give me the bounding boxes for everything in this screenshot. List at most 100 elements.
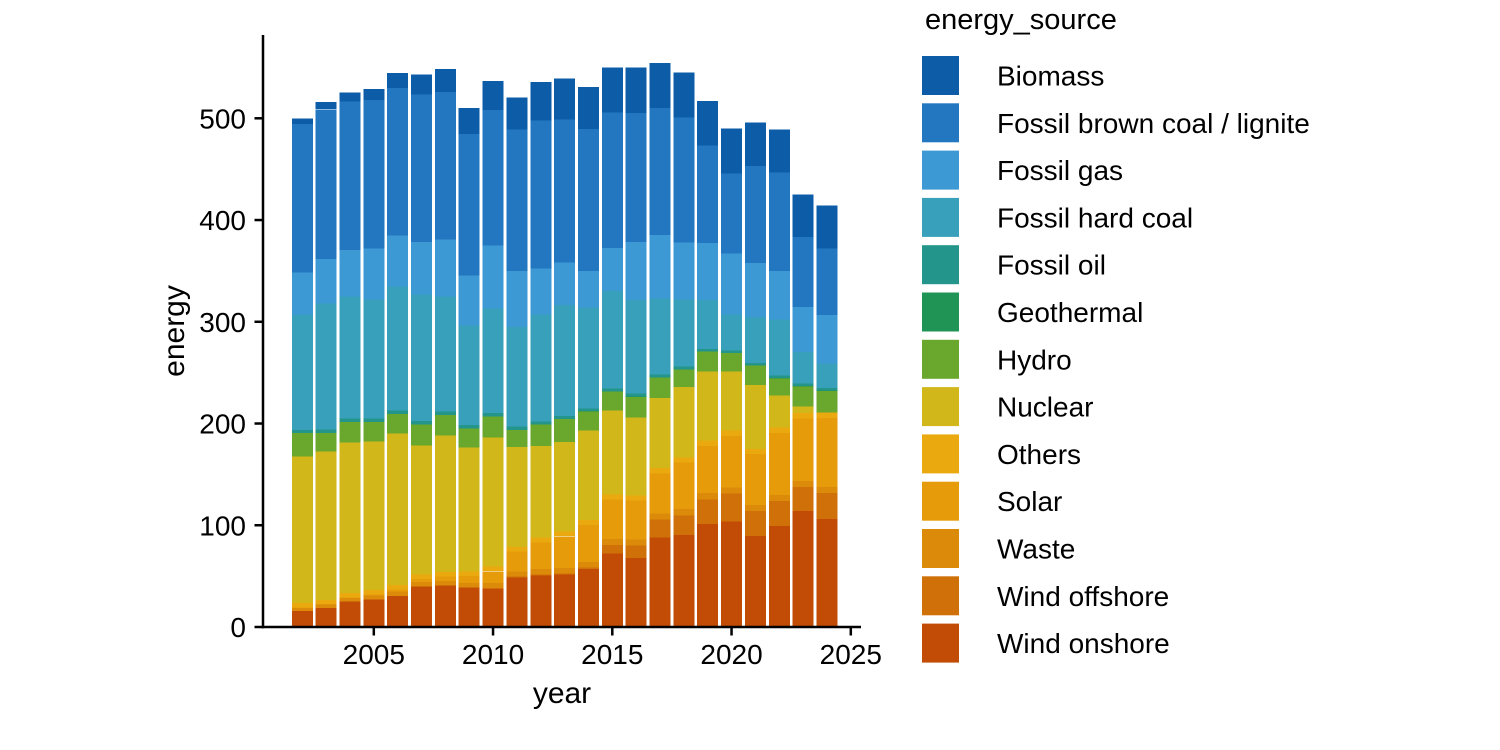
bar-segment xyxy=(744,362,766,366)
legend-swatch xyxy=(922,56,959,95)
bar-segment xyxy=(816,390,838,413)
legend-swatch xyxy=(922,623,959,663)
bar-segment xyxy=(506,576,528,578)
bar-year-2014 xyxy=(577,86,599,627)
legend-item: Nuclear xyxy=(922,387,1093,427)
bar-segment xyxy=(577,129,599,272)
bar-segment xyxy=(768,271,790,320)
bar-segment xyxy=(291,429,313,433)
bar-segment xyxy=(315,599,337,605)
bar-year-2015 xyxy=(601,67,623,627)
bar-year-2013 xyxy=(554,78,576,627)
bar-segment xyxy=(291,607,313,611)
legend-swatch xyxy=(922,197,959,237)
bar-segment xyxy=(577,520,599,526)
bar-segment xyxy=(673,242,695,300)
bar-segment xyxy=(697,299,719,349)
legend-label: Geothermal xyxy=(997,297,1143,328)
bar-segment xyxy=(721,314,743,351)
bar-segment xyxy=(482,583,504,589)
bar-segment xyxy=(649,374,671,378)
y-tick-label: 400 xyxy=(199,205,246,236)
legend-item: Biomass xyxy=(922,56,1104,95)
bar-segment xyxy=(673,72,695,118)
bar-segment xyxy=(697,351,719,372)
bar-segment xyxy=(506,551,528,572)
bar-segment xyxy=(291,603,313,608)
bar-segment xyxy=(482,571,504,584)
bar-segment xyxy=(530,574,552,576)
bar-segment xyxy=(625,500,647,540)
legend-item: Fossil hard coal xyxy=(922,197,1193,237)
bar-segment xyxy=(649,298,671,375)
bar-year-2012 xyxy=(530,81,552,627)
bar-segment xyxy=(697,524,719,627)
bar-segment xyxy=(363,421,385,442)
bar-segment xyxy=(625,67,647,113)
bar-segment xyxy=(721,371,743,431)
bar-year-2016 xyxy=(625,67,647,627)
bar-segment xyxy=(816,363,838,389)
bar-segment xyxy=(625,242,647,301)
bar-segment xyxy=(649,519,671,538)
bar-segment xyxy=(601,539,623,545)
bar-segment xyxy=(744,504,766,512)
bar-segment xyxy=(411,294,432,421)
bar-segment xyxy=(530,314,552,422)
bar-segment xyxy=(625,539,647,546)
bar-segment xyxy=(554,531,576,537)
bar-segment xyxy=(601,494,623,500)
bar-segment xyxy=(577,430,599,521)
bar-segment xyxy=(387,433,409,585)
bar-segment xyxy=(625,417,647,496)
bar-segment xyxy=(768,172,790,272)
bar-segment xyxy=(577,567,599,569)
bar-segment xyxy=(482,416,504,438)
bar-segment xyxy=(673,366,695,370)
bar-segment xyxy=(506,326,528,427)
bar-segment xyxy=(768,432,790,495)
bar-segment xyxy=(530,81,552,121)
bar-segment xyxy=(554,418,576,442)
bar-segment xyxy=(458,428,480,448)
bar-segment xyxy=(625,495,647,501)
bar-segment xyxy=(339,101,361,250)
bar-segment xyxy=(315,604,337,608)
x-tick-label: 2025 xyxy=(820,639,882,670)
legend-swatch xyxy=(922,434,959,474)
bar-segment xyxy=(458,275,480,326)
bar-segment xyxy=(315,258,337,304)
bar-segment xyxy=(554,567,576,574)
bar-segment xyxy=(458,447,480,572)
bar-segment xyxy=(339,593,361,598)
bar-segment xyxy=(530,445,552,538)
bar-segment xyxy=(411,74,432,95)
bar-segment xyxy=(363,589,385,595)
bar-segment xyxy=(721,253,743,315)
legend-item: Wind onshore xyxy=(922,623,1170,663)
legend-item: Wind offshore xyxy=(922,576,1169,616)
bar-segment xyxy=(387,87,409,236)
y-axis-title: energy xyxy=(158,285,191,377)
y-tick-label: 0 xyxy=(230,612,246,643)
axes-group: 0 100 200 300 400 500 2005 2010 2015 2020 2025 xyxy=(199,35,882,670)
bar-segment xyxy=(744,365,766,386)
bar-segment xyxy=(649,62,671,109)
bar-segment xyxy=(697,440,719,446)
bar-segment xyxy=(339,598,361,602)
bar-segment xyxy=(577,307,599,409)
bar-segment xyxy=(434,581,456,586)
legend-swatch xyxy=(922,529,959,568)
bar-segment xyxy=(721,436,743,488)
x-tick-label: 2010 xyxy=(462,639,524,670)
bar-segment xyxy=(792,413,814,419)
bar-segment xyxy=(721,430,743,437)
bar-segment xyxy=(673,534,695,627)
bar-segment xyxy=(530,542,552,570)
bar-segment xyxy=(744,122,766,167)
bar-year-2007 xyxy=(411,74,432,627)
bar-segment xyxy=(554,119,576,263)
bar-segment xyxy=(673,299,695,367)
legend-item: Fossil oil xyxy=(922,245,1106,285)
bar-segment xyxy=(434,435,456,572)
